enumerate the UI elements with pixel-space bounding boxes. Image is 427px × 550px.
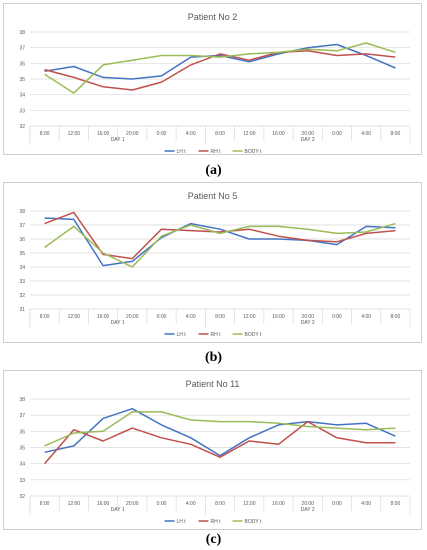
y-tick-label: 33: [19, 108, 25, 114]
y-tick-label: 32: [19, 124, 25, 130]
legend-entry: BODY t: [245, 332, 262, 338]
series-line-lh-t: [44, 43, 396, 80]
caption-a: (a): [205, 163, 222, 178]
legend-entry: BODY t: [245, 149, 262, 154]
x-tick-label: 8:00: [391, 131, 401, 137]
y-tick-label: 36: [19, 429, 25, 435]
y-tick-label: 31: [19, 307, 25, 313]
x-tick-label: 4:00: [186, 501, 196, 507]
y-tick-label: 33: [19, 279, 25, 285]
legend-entry: BODY t: [245, 519, 262, 525]
day-label: DAY 1: [111, 320, 125, 326]
y-tick-label: 38: [19, 209, 25, 215]
day-label: DAY 1: [111, 507, 125, 513]
x-tick-label: 20:00: [301, 131, 314, 137]
day-label: DAY 2: [301, 507, 315, 513]
x-tick-label: 8:00: [40, 501, 50, 507]
series-line-body-t: [44, 42, 396, 94]
x-tick-label: 4:00: [361, 131, 371, 137]
x-tick-label: 8:00: [391, 314, 401, 320]
y-tick-label: 33: [19, 478, 25, 484]
x-tick-label: 12:00: [243, 131, 256, 137]
chart-title: Patient No 5: [188, 191, 238, 201]
line-chart-patient-11: Patient No 11 32 33 34 35 36 37 38 8:00 12:00 16:0…: [19, 379, 411, 525]
x-tick-label: 0:00: [157, 501, 167, 507]
x-tick-label: 20:00: [301, 314, 314, 320]
y-tick-label: 36: [19, 61, 25, 67]
legend-entry: RH t: [211, 149, 222, 154]
caption-b: (b): [204, 350, 223, 365]
x-tick-label: 0:00: [332, 131, 342, 137]
day-label: DAY 2: [301, 320, 315, 326]
y-tick-label: 37: [19, 46, 25, 52]
x-tick-label: 16:00: [272, 501, 285, 507]
x-tick-label: 16:00: [97, 314, 110, 320]
chart-title: Patient No 11: [186, 379, 240, 389]
x-tick-label: 8:00: [215, 131, 225, 137]
x-tick-label: 4:00: [186, 131, 196, 137]
x-tick-label: 16:00: [97, 501, 110, 507]
x-tick-label: 12:00: [68, 501, 81, 507]
x-tick-label: 0:00: [157, 131, 167, 137]
x-tick-label: 16:00: [272, 314, 285, 320]
legend-entry: LH t: [177, 149, 187, 154]
x-tick-label: 0:00: [157, 314, 167, 320]
y-tick-label: 36: [19, 237, 25, 243]
x-tick-label: 12:00: [243, 314, 256, 320]
x-tick-label: 0:00: [332, 314, 342, 320]
y-tick-label: 38: [19, 397, 25, 403]
y-tick-label: 34: [19, 265, 25, 271]
y-tick-label: 34: [19, 462, 25, 468]
x-tick-label: 8:00: [40, 131, 50, 137]
line-chart-patient-5: Patient No 5 31 32 33 34 35 36 37 38 8:00 12:00 16:…: [19, 191, 411, 338]
legend-entry: RH t: [211, 332, 222, 338]
x-tick-label: 16:00: [272, 131, 285, 137]
day-label: DAY 1: [111, 137, 125, 143]
series-line-rh-t: [44, 420, 396, 465]
x-tick-label: 4:00: [361, 501, 371, 507]
x-tick-label: 20:00: [301, 501, 314, 507]
day-label: DAY 2: [301, 137, 315, 143]
legend-entry: RH t: [211, 519, 222, 525]
y-tick-label: 37: [19, 223, 25, 229]
y-tick-label: 35: [19, 77, 25, 83]
y-tick-label: 38: [19, 30, 25, 36]
y-tick-label: 34: [19, 93, 25, 99]
x-tick-label: 20:00: [126, 131, 139, 137]
x-tick-label: 4:00: [361, 314, 371, 320]
x-tick-label: 8:00: [391, 501, 401, 507]
y-tick-label: 35: [19, 251, 25, 257]
chart-panel-c: Patient No 11 32 33 34 35 36 37 38 8:00 12:00 16:0…: [3, 370, 422, 530]
x-tick-label: 0:00: [332, 501, 342, 507]
x-tick-label: 8:00: [215, 501, 225, 507]
series-line-rh-t: [44, 211, 396, 260]
x-tick-label: 4:00: [186, 314, 196, 320]
x-tick-label: 8:00: [40, 314, 50, 320]
x-tick-label: 12:00: [68, 314, 81, 320]
series-line-lh-t: [44, 217, 396, 267]
chart-title: Patient No 2: [188, 12, 238, 22]
series-line-rh-t: [44, 50, 396, 91]
x-tick-label: 20:00: [126, 314, 139, 320]
y-tick-label: 32: [19, 494, 25, 500]
x-tick-label: 8:00: [215, 314, 225, 320]
y-tick-label: 32: [19, 293, 25, 299]
series-line-body-t: [44, 411, 396, 447]
legend-entry: LH t: [177, 332, 187, 338]
caption-c: (c): [205, 532, 222, 547]
x-tick-label: 16:00: [97, 131, 110, 137]
chart-panel-b: Patient No 5 31 32 33 34 35 36 37 38 8:00 12:00 16:…: [3, 182, 422, 343]
line-chart-patient-2: Patient No 2 32 33 34 35 36 37 38 8:00 12:00 16:00…: [19, 12, 411, 155]
x-tick-label: 12:00: [243, 501, 256, 507]
x-tick-label: 12:00: [68, 131, 81, 137]
y-tick-label: 35: [19, 446, 25, 452]
series-line-body-t: [44, 222, 396, 268]
x-tick-label: 20:00: [126, 501, 139, 507]
chart-panel-a: Patient No 2 32 33 34 35 36 37 38 8:00 12:00 16:00…: [3, 3, 422, 155]
series-line-lh-t: [44, 407, 396, 457]
legend-entry: LH t: [177, 519, 187, 525]
y-tick-label: 37: [19, 413, 25, 419]
